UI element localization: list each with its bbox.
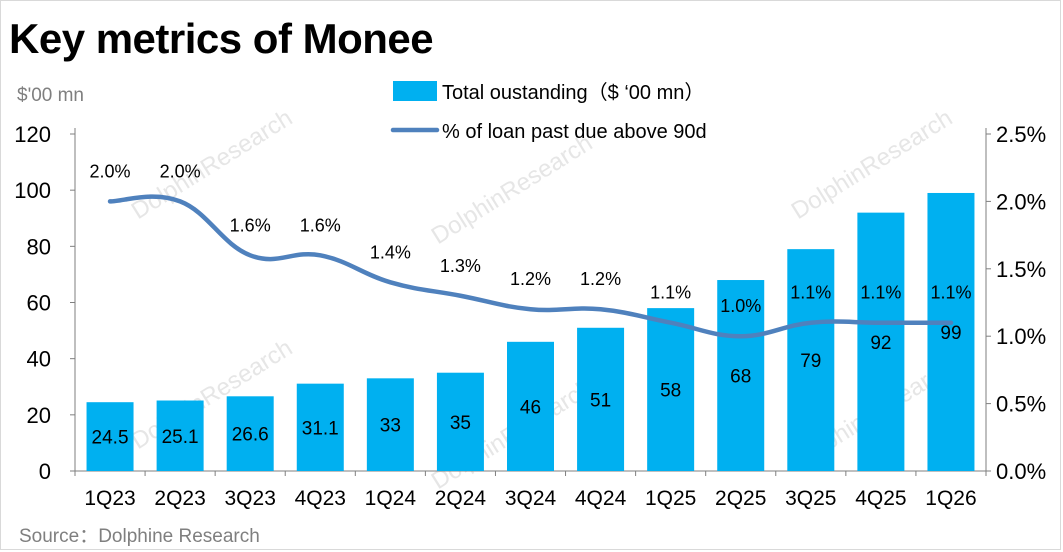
right-axis-tick-label-3: 1.5% — [996, 257, 1046, 282]
bar-data-label-4Q23: 31.1 — [302, 418, 339, 439]
legend-label-total-outstanding: Total oustanding（$ ‘00 mn） — [442, 81, 704, 104]
bar-2Q23 — [156, 400, 204, 471]
left-axis-tick-label-2: 40 — [27, 347, 51, 372]
source-note: Source：Dolphine Research — [19, 526, 260, 547]
line-data-label-4Q23: 1.6% — [300, 215, 341, 235]
bar-3Q25 — [787, 249, 835, 471]
watermark-text-0: DolphinResearch — [127, 104, 297, 224]
bar-data-label-3Q23: 26.6 — [232, 425, 269, 446]
right-axis-tick-label-4: 2.0% — [996, 189, 1046, 214]
left-axis-tick-label-0: 0 — [39, 459, 51, 484]
watermark-text-1: DolphinResearch — [427, 129, 597, 249]
bar-1Q25 — [647, 308, 695, 471]
x-axis-tick-label-5: 2Q24 — [435, 487, 487, 510]
x-axis-tick-label-11: 4Q25 — [855, 487, 906, 510]
bar-data-label-4Q25: 92 — [870, 333, 891, 354]
line-data-label-1Q26: 1.1% — [930, 283, 971, 303]
x-axis-tick-label-1: 2Q23 — [154, 487, 205, 510]
left-axis-tick-label-6: 120 — [14, 122, 51, 147]
right-axis-tick-label-2: 1.0% — [996, 324, 1046, 349]
right-axis-tick-label-1: 0.5% — [996, 392, 1046, 417]
left-axis-tick-label-3: 60 — [27, 291, 51, 316]
bar-2Q25 — [717, 280, 765, 471]
x-axis-tick-label-4: 1Q24 — [365, 487, 417, 510]
left-axis-unit-label: $'00 mn — [17, 85, 85, 106]
line-data-label-2Q23: 2.0% — [160, 161, 201, 181]
x-axis-tick-label-0: 1Q23 — [84, 487, 135, 510]
right-axis-tick-label-5: 2.5% — [996, 122, 1046, 147]
x-axis-tick-label-9: 2Q25 — [715, 487, 766, 510]
bar-1Q24 — [366, 378, 414, 471]
line-series-past-due-90d — [107, 194, 954, 339]
x-axis-tick-label-3: 4Q23 — [295, 487, 346, 510]
bar-4Q24 — [577, 327, 625, 471]
bar-1Q23 — [86, 402, 134, 471]
left-axis-tick-label-5: 100 — [14, 178, 51, 203]
x-axis-tick-label-2: 3Q23 — [225, 487, 276, 510]
legend-label-past-due: % of loan past due above 90d — [442, 121, 707, 143]
bar-data-label-3Q25: 79 — [800, 351, 821, 372]
bar-data-label-1Q26: 99 — [940, 323, 961, 344]
line-data-label-2Q25: 1.0% — [720, 296, 761, 316]
line-data-label-1Q25: 1.1% — [650, 283, 691, 303]
bar-data-label-3Q24: 46 — [520, 397, 541, 418]
line-data-label-4Q25: 1.1% — [860, 283, 901, 303]
bar-data-label-2Q23: 25.1 — [162, 427, 199, 448]
line-data-label-3Q23: 1.6% — [230, 215, 271, 235]
bar-3Q24 — [507, 341, 554, 471]
bar-1Q26 — [927, 192, 975, 471]
line-data-label-3Q24: 1.2% — [510, 269, 551, 289]
line-data-label-4Q24: 1.2% — [580, 269, 621, 289]
bar-2Q24 — [436, 372, 484, 471]
right-axis-tick-label-0: 0.0% — [996, 459, 1046, 484]
line-data-label-1Q23: 2.0% — [90, 161, 131, 181]
line-data-label-2Q24: 1.3% — [440, 256, 481, 276]
left-axis-tick-label-4: 80 — [27, 234, 51, 259]
left-axis-tick-label-1: 20 — [27, 403, 51, 428]
chart-title: Key metrics of Monee — [9, 15, 434, 62]
bar-data-label-2Q24: 35 — [450, 413, 471, 434]
x-axis-tick-label-7: 4Q24 — [575, 487, 627, 510]
line-data-label-1Q24: 1.4% — [370, 242, 411, 262]
bar-data-label-1Q23: 24.5 — [92, 428, 129, 449]
bar-3Q23 — [226, 396, 274, 471]
bar-data-label-4Q24: 51 — [590, 390, 611, 411]
bar-data-label-1Q24: 33 — [380, 416, 401, 437]
legend-swatch-total-outstanding — [393, 81, 437, 101]
x-axis-tick-label-10: 3Q25 — [785, 487, 836, 510]
bar-4Q25 — [857, 212, 905, 471]
line-data-label-3Q25: 1.1% — [790, 283, 831, 303]
x-axis-tick-label-12: 1Q26 — [925, 487, 976, 510]
x-axis-tick-label-6: 3Q24 — [505, 487, 557, 510]
bar-4Q23 — [296, 383, 344, 471]
bar-data-label-1Q25: 58 — [660, 381, 681, 402]
x-axis-tick-label-8: 1Q25 — [645, 487, 696, 510]
bar-data-label-2Q25: 68 — [730, 367, 751, 388]
